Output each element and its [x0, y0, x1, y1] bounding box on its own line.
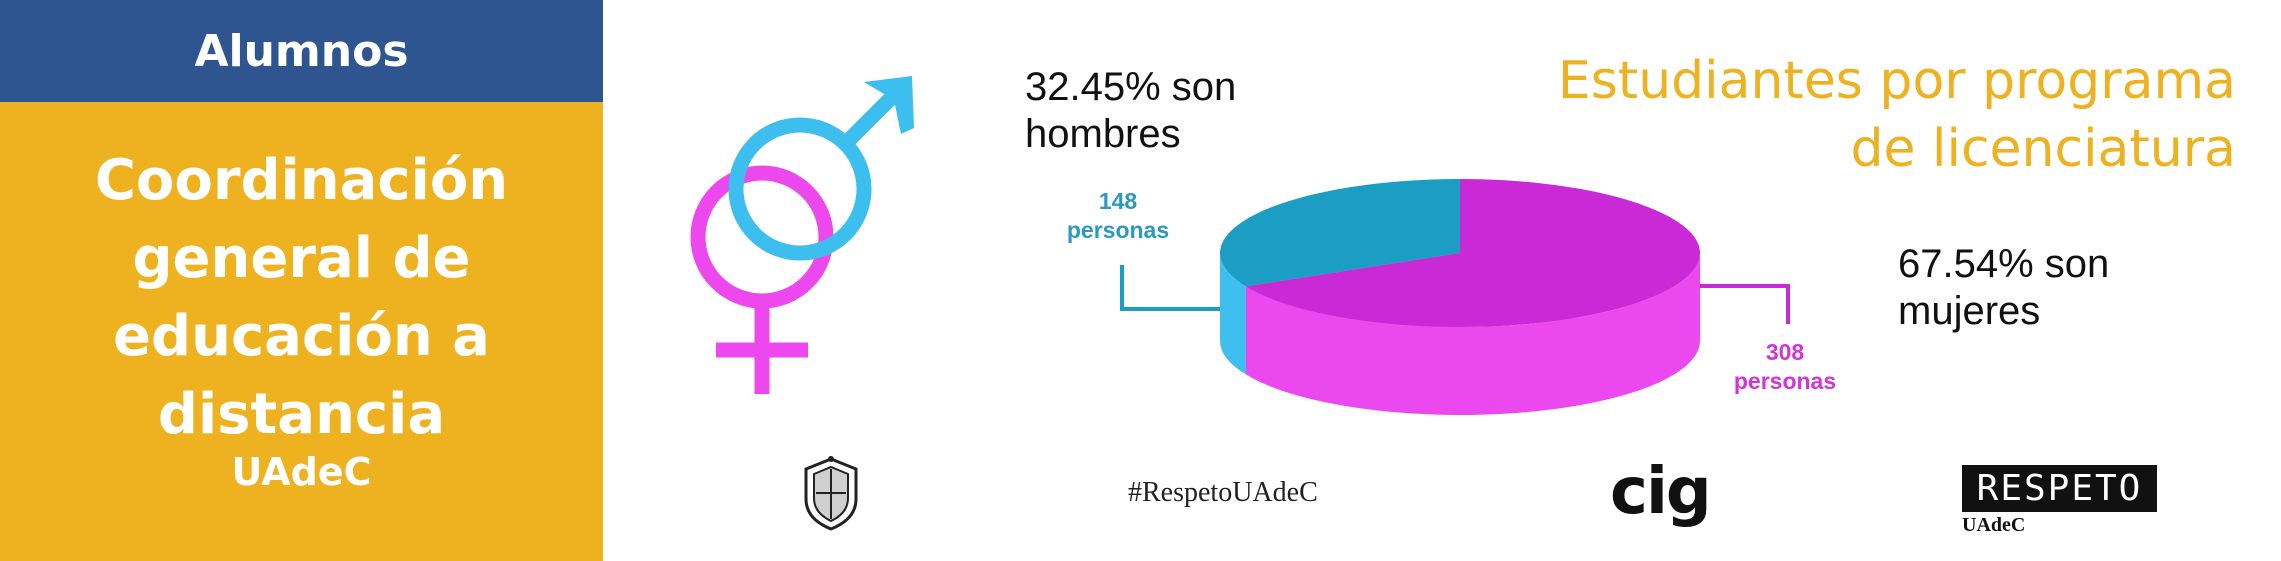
sidebar-title-line: general de [132, 226, 471, 291]
pie-side-men [1220, 253, 1246, 375]
sidebar-header: Alumnos [0, 0, 603, 102]
chart-title: Estudiantes por programa de licenciatura [1557, 51, 2236, 179]
female-symbol-icon [690, 165, 834, 394]
sidebar-subtitle: UAdeC [231, 450, 372, 494]
cig-logo-text: cig [1610, 455, 1712, 529]
leader-line-women [1700, 284, 1790, 324]
male-symbol-icon [728, 76, 914, 261]
leader-line-men [1120, 265, 1228, 311]
percent-label-women: 67.54% son mujeres [1898, 242, 2110, 333]
cig-logo: cig [1610, 460, 1712, 524]
sidebar-title: Coordinación general de educación a dist… [0, 142, 603, 454]
hashtag-text: #RespetoUAdeC [1128, 477, 1318, 508]
sidebar-title-line: educación a [113, 304, 490, 369]
data-label-unit: personas [1733, 368, 1837, 394]
sidebar-panel: Coordinación general de educación a dist… [0, 102, 603, 561]
respeto-logo: RESPETO [1962, 465, 2157, 512]
pie-side-women [1245, 253, 1700, 415]
university-seal-icon [804, 456, 858, 531]
pie-slice-men [1220, 179, 1460, 287]
data-label-number: 148 [1098, 188, 1138, 214]
percent-label-men: 32.45% son hombres [1025, 65, 1237, 156]
data-label-women: 308 personas [1700, 338, 1870, 396]
pie-slice-women [1245, 179, 1701, 327]
sidebar-title-line: distancia [157, 382, 446, 447]
data-label-men: 148 personas [1033, 187, 1203, 245]
sidebar-title-line: Coordinación [94, 148, 509, 213]
data-label-unit: personas [1066, 217, 1170, 243]
respeto-logo-subtitle: UAdeC [1962, 514, 2026, 536]
data-label-number: 308 [1765, 339, 1805, 365]
